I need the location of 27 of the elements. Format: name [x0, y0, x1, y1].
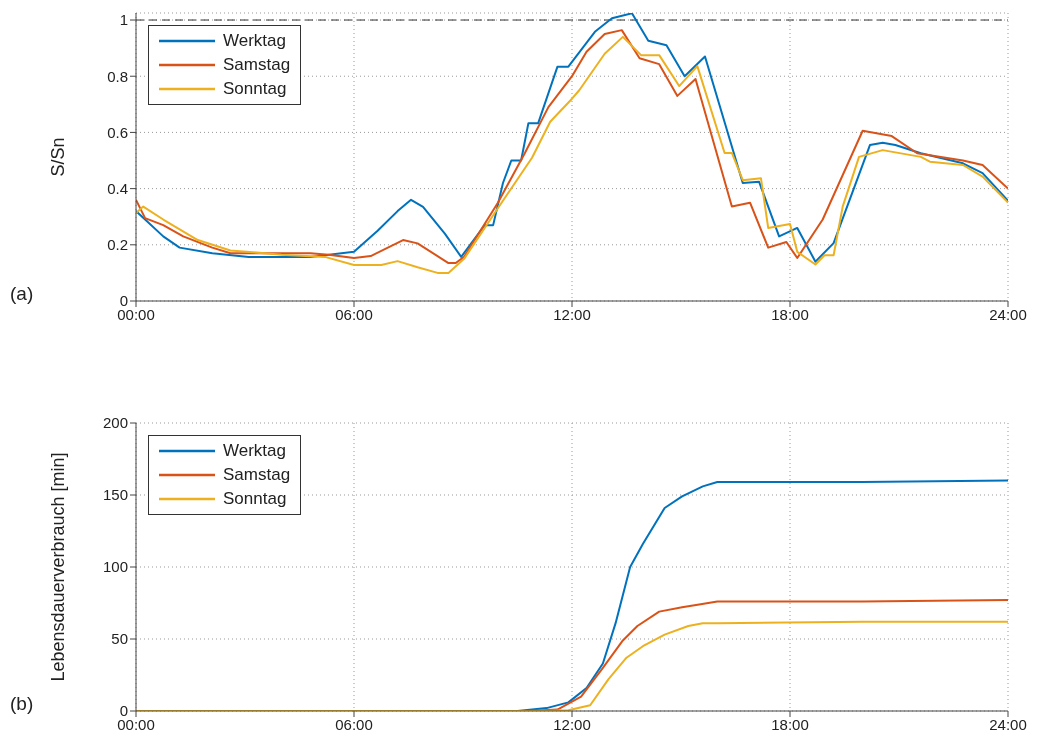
- x-tick-label: 12:00: [553, 305, 591, 323]
- x-tick-label: 24:00: [989, 305, 1027, 323]
- text: (b): [10, 693, 34, 715]
- y-tick-label: 150: [102, 486, 128, 504]
- x-tick-label: 24:00: [989, 715, 1027, 733]
- y-tick-label: 200: [102, 414, 128, 432]
- y-axis-title: Lebensdauerverbrauch [min]: [48, 452, 69, 682]
- x-tick-label: 06:00: [335, 715, 373, 733]
- y-tick-label: 1: [119, 11, 128, 29]
- legend-label: Samstag: [223, 465, 291, 485]
- x-tick-label: 12:00: [553, 715, 591, 733]
- legend-label: Sonntag: [223, 79, 287, 99]
- legend-label: Sonntag: [223, 489, 287, 509]
- y-tick-label: 0.4: [107, 179, 128, 197]
- y-axis-title: S/Sn: [48, 137, 69, 177]
- text: (a): [10, 283, 34, 305]
- y-tick-label: 50: [111, 630, 128, 648]
- x-tick-label: 06:00: [335, 305, 373, 323]
- x-tick-label: 18:00: [771, 715, 809, 733]
- y-tick-label: 0.8: [107, 67, 128, 85]
- legend-label: Samstag: [223, 55, 291, 75]
- y-tick-label: 0.6: [107, 123, 128, 141]
- legend-label: Werktag: [223, 441, 286, 461]
- x-tick-label: 18:00: [771, 305, 809, 323]
- y-tick-label: 100: [102, 558, 128, 576]
- y-tick-label: 0.2: [107, 236, 128, 254]
- legend-label: Werktag: [223, 31, 286, 51]
